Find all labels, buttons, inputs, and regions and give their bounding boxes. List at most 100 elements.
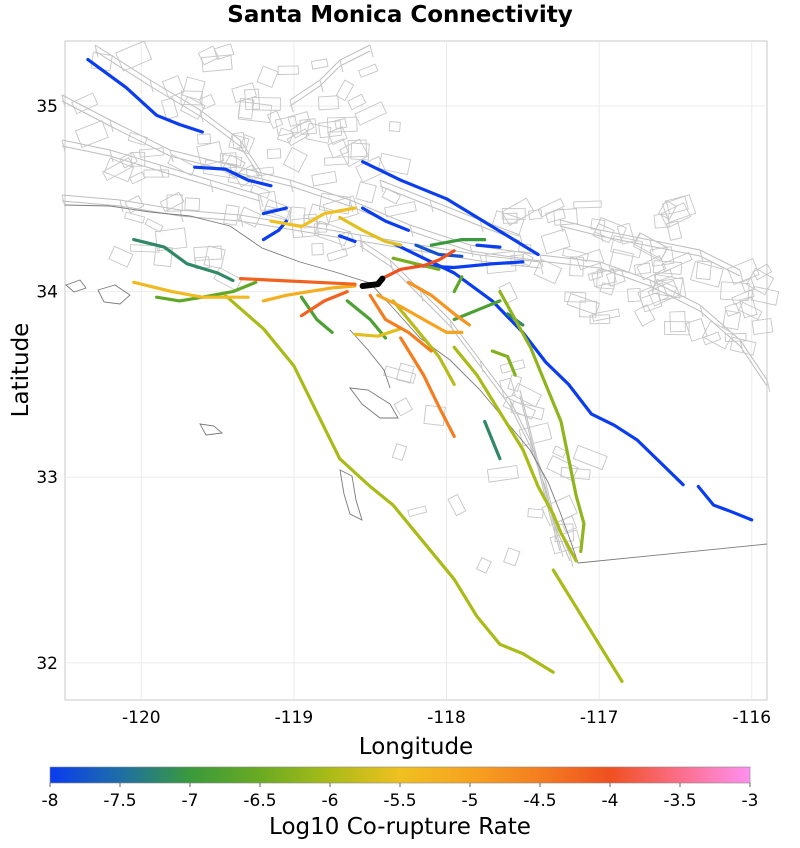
basemap-section-box	[347, 93, 367, 111]
basemap-section-box	[510, 400, 545, 421]
basemap-band-tick	[289, 99, 294, 113]
basemap-band-tick	[559, 544, 564, 558]
basemap-section-box	[74, 120, 109, 149]
basemap-band-edge	[61, 94, 768, 381]
basemap-section-box	[71, 92, 99, 115]
basemap-section-box	[161, 75, 185, 99]
basemap-section-box	[115, 40, 153, 72]
basemap-band-tick	[479, 219, 484, 233]
basemap-section-box	[127, 131, 148, 146]
fault-trace	[86, 58, 204, 134]
basemap-section-box	[503, 547, 521, 567]
fault-trace	[414, 243, 464, 258]
plot-area	[61, 40, 780, 701]
basemap-section-box	[238, 134, 256, 155]
colorbar-tick-label: -7.5	[103, 791, 136, 811]
basemap-band-tick	[479, 359, 484, 373]
basemap-section-box	[257, 190, 278, 212]
colorbar-gradient	[49, 766, 751, 784]
basemap-section-box	[305, 122, 332, 144]
fault-traces	[86, 58, 754, 683]
basemap-band-tick	[319, 79, 324, 93]
basemap-band-tick	[739, 339, 744, 353]
basemap-band-tick	[539, 261, 544, 275]
basemap-band-tick	[61, 139, 66, 153]
basemap-section-box	[250, 184, 271, 199]
basemap-section-box	[159, 191, 185, 213]
basemap-section-box	[350, 142, 370, 161]
colorbar-ticks: -8 -7.5 -7 -6.5 -6 -5.5 -5 -4.5 -4 -3.5 -3	[42, 783, 758, 811]
basemap-section-box	[502, 212, 518, 224]
basemap-band-tick	[94, 44, 99, 58]
basemap-section-box	[591, 268, 617, 288]
basemap-section-box	[307, 203, 334, 226]
basemap-section-box	[661, 194, 697, 224]
fault-trace	[399, 336, 456, 438]
basemap-section-box	[198, 93, 216, 110]
fault-trace	[338, 215, 403, 247]
basemap-section-box	[722, 309, 742, 331]
basemap-band-tick	[539, 469, 544, 483]
fault-trace	[193, 165, 273, 188]
basemap-section-box	[549, 529, 582, 555]
basemap-section-box	[355, 155, 387, 183]
basemap-section-box	[108, 245, 134, 268]
basemap-section-box	[287, 111, 311, 127]
basemap-section-box	[652, 278, 678, 298]
basemap-section-box	[486, 465, 519, 483]
source-section	[359, 275, 386, 289]
basemap-section-box	[388, 121, 401, 132]
basemap-section-box	[738, 301, 763, 321]
basemap-section-box	[663, 320, 690, 336]
basemap-section-box	[246, 166, 275, 178]
basemap-band-edge	[289, 50, 371, 107]
x-tick-label: -119	[275, 708, 314, 728]
fault-trace	[361, 160, 540, 257]
fault-trace	[391, 299, 456, 386]
basemap-section-box	[334, 118, 348, 130]
basemap-section-box	[314, 223, 328, 233]
fault-trace	[361, 206, 410, 232]
fault-trace	[132, 238, 235, 283]
basemap-section-box	[213, 43, 235, 60]
basemap-section-box	[339, 138, 370, 168]
basemap-band-tick	[469, 244, 474, 258]
basemap-fault-sections	[61, 40, 780, 574]
basemap-section-box	[299, 118, 317, 136]
basemap-section-box	[124, 211, 146, 224]
fault-trace	[498, 290, 586, 554]
fault-trace	[269, 206, 357, 229]
fault-trace	[490, 349, 517, 377]
basemap-section-box	[560, 466, 591, 481]
basemap-section-box	[311, 242, 324, 256]
fault-trace	[391, 241, 685, 487]
basemap-band-tick	[539, 254, 544, 268]
coastline-segment	[339, 469, 363, 521]
fault-trace	[483, 419, 502, 461]
fault-trace	[368, 293, 433, 353]
basemap-section-box	[702, 331, 722, 346]
basemap-section-box	[266, 110, 284, 130]
basemap-section-box	[197, 133, 212, 145]
basemap-band-tick	[359, 239, 364, 253]
basemap-section-box	[553, 208, 579, 226]
basemap-band-tick	[544, 479, 549, 493]
basemap-section-box	[750, 285, 780, 306]
y-tick-label: 35	[36, 97, 58, 117]
basemap-section-box	[129, 171, 146, 185]
basemap-section-box	[256, 65, 279, 89]
coastline-segment	[199, 423, 224, 436]
basemap-section-box	[731, 288, 755, 306]
basemap-section-box	[729, 336, 757, 356]
colorbar-tick-label: -8	[42, 791, 59, 811]
basemap-section-box	[383, 365, 417, 384]
basemap-section-box	[193, 245, 223, 262]
basemap-band-tick	[569, 554, 574, 568]
x-tick-label: -117	[580, 708, 619, 728]
basemap-section-box	[572, 444, 608, 471]
basemap-band-tick	[179, 209, 184, 223]
basemap-section-box	[546, 454, 579, 482]
basemap-band-tick	[259, 169, 264, 183]
basemap-section-box	[263, 198, 292, 220]
basemap-section-box	[501, 208, 526, 220]
